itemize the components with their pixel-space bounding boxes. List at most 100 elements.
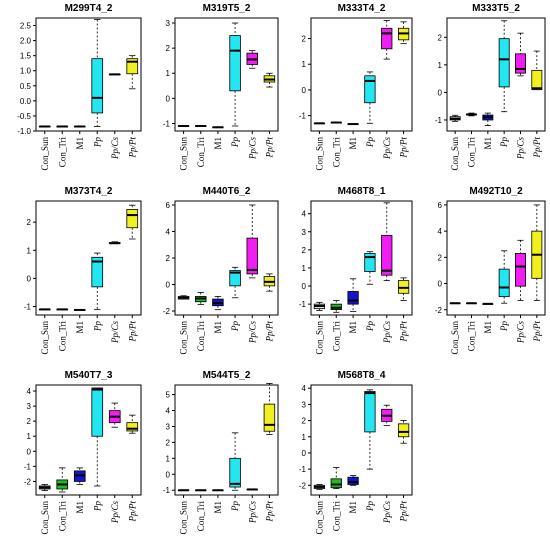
- x-tick-label: Con_Tri: [196, 137, 206, 168]
- panel-title: M540T7_3: [65, 370, 113, 381]
- iqr-box: [91, 58, 104, 114]
- x-tick-label: Pp: [365, 501, 375, 512]
- x-tick-label: Con_Tri: [331, 501, 341, 532]
- y-tick-label: 2.5: [20, 22, 32, 31]
- panel-title: M568T8_4: [338, 370, 386, 381]
- box-M1: [212, 489, 224, 492]
- y-tick-label: 1.0: [20, 67, 32, 76]
- panel-M333T4_2: M333T4_2 -1 0 1 2 Con_Sun Con_Tri M1 Pp Pp/Cs Pp/P…: [299, 3, 413, 171]
- y-tick-label: 0: [438, 88, 443, 97]
- x-tick-label: Pp/Pt: [399, 501, 409, 523]
- box-Pp: [91, 387, 104, 487]
- box-Pp/Cs: [108, 73, 121, 76]
- x-tick-label: Con_Sun: [450, 137, 460, 171]
- box-Con_Sun: [449, 302, 461, 305]
- x-tick-label: Pp/Cs: [110, 137, 120, 161]
- y-tick-label: 3: [166, 422, 171, 431]
- y-tick-label: 0: [302, 86, 307, 95]
- y-tick-label: -2: [299, 481, 307, 490]
- x-tick-label: Pp/Cs: [247, 321, 257, 345]
- panel-M319T5_2: M319T5_2 -1 0 1 2 3 Con_Sun Con_Tri M1 Pp Pp/Cs Pp/…: [163, 3, 279, 171]
- plot-frame: [310, 384, 413, 496]
- y-tick-label: 5: [166, 391, 171, 400]
- x-tick-label: Pp: [92, 137, 102, 148]
- iqr-box: [531, 69, 543, 91]
- x-tick-label: Con_Sun: [179, 501, 189, 535]
- box-Pp: [229, 22, 241, 127]
- y-tick-label: 2: [438, 33, 443, 42]
- box-Pp/Pt: [531, 204, 543, 301]
- box-Pp: [498, 20, 510, 113]
- iqr-box: [91, 256, 104, 288]
- panel-M568T8_4: M568T8_4 -2 -1 0 1 2 3 4 Con_Sun Con_Tri M1 Pp Pp/Cs…: [299, 370, 413, 535]
- iqr-box: [126, 58, 139, 75]
- y-tick-label: 0: [27, 274, 32, 283]
- x-tick-label: Pp/Pt: [399, 321, 409, 343]
- x-tick-label: Pp/Cs: [382, 501, 392, 525]
- panel-M492T10_2: M492T10_2 -2 0 2 4 6 Con_Sun Con_Tri M1 Pp Pp/Cs Pp…: [435, 186, 546, 355]
- y-tick-label: 1.5: [20, 52, 32, 61]
- plot-frame: [446, 17, 546, 132]
- box-Pp/Cs: [515, 32, 526, 77]
- box-Con_Tri: [195, 124, 207, 127]
- y-tick-label: 0: [166, 470, 171, 479]
- x-tick-label: Con_Tri: [57, 501, 67, 532]
- x-tick-label: Con_Sun: [314, 321, 324, 355]
- box-M1: [212, 126, 224, 129]
- x-tick-label: Pp: [92, 501, 102, 512]
- iqr-box: [229, 457, 241, 488]
- panel-M333T5_2: M333T5_2 -1 0 1 2 Con_Sun Con_Tri M1 Pp Pp/Cs Pp/P…: [435, 3, 546, 171]
- y-tick-label: 3: [166, 19, 171, 28]
- box-M1: [347, 278, 359, 312]
- x-tick-label: Pp/Cs: [110, 321, 120, 345]
- plot-frame: [446, 200, 546, 316]
- y-tick-label: 1: [438, 61, 443, 70]
- box-Pp: [91, 19, 104, 127]
- y-tick-label: -2: [163, 307, 171, 316]
- x-tick-label: Con_Sun: [314, 501, 324, 535]
- panel-M468T8_1: M468T8_1 -1 0 1 2 3 4 Con_Sun Con_Tri M1 Pp Pp/Cs Pp…: [299, 186, 413, 355]
- box-Con_Tri: [330, 121, 342, 124]
- x-tick-label: Pp/Pt: [127, 137, 137, 159]
- y-tick-label: -1: [299, 465, 307, 474]
- box-Con_Sun: [313, 484, 326, 490]
- y-tick-label: 4: [166, 227, 171, 236]
- x-tick-label: Pp/Pt: [399, 137, 409, 159]
- x-tick-label: Pp: [365, 137, 375, 148]
- box-Con_Tri: [466, 302, 477, 305]
- panel-title: M333T4_2: [338, 3, 386, 14]
- y-tick-label: 2: [27, 218, 32, 227]
- box-Con_Sun: [38, 125, 51, 128]
- panel-M544T5_2: M544T5_2 -1 0 1 2 3 4 5 Con_Sun Con_Tri M1 Pp Pp/Cs P…: [163, 370, 279, 535]
- x-tick-label: M1: [348, 321, 358, 334]
- x-tick-label: Pp: [499, 321, 509, 332]
- y-tick-label: 0: [166, 94, 171, 103]
- plot-frame: [310, 200, 413, 316]
- y-tick-label: 3: [302, 400, 307, 409]
- box-Pp/Pt: [263, 383, 276, 435]
- y-tick-label: 1: [302, 264, 307, 273]
- iqr-box: [397, 423, 410, 438]
- y-tick-label: -2: [435, 306, 443, 315]
- x-tick-label: M1: [348, 501, 358, 514]
- panel-title: M299T4_2: [65, 3, 113, 14]
- y-tick-label: -1.0: [17, 127, 31, 136]
- y-tick-label: 2: [166, 438, 171, 447]
- box-Pp/Pt: [263, 72, 276, 88]
- x-tick-label: Pp/Pt: [264, 137, 274, 159]
- x-tick-label: Con_Tri: [57, 321, 67, 352]
- x-tick-label: Pp/Cs: [247, 137, 257, 161]
- box-Pp/Pt: [126, 204, 139, 240]
- iqr-box: [347, 291, 359, 305]
- x-tick-label: Pp: [365, 321, 375, 332]
- box-Pp: [364, 389, 376, 470]
- y-tick-label: 1: [27, 246, 32, 255]
- panel-title: M319T5_2: [203, 3, 251, 14]
- box-Pp/Cs: [381, 404, 393, 426]
- y-tick-label: 0: [27, 447, 32, 456]
- x-tick-label: Con_Sun: [179, 137, 189, 171]
- y-tick-label: 4: [302, 384, 307, 393]
- iqr-box: [229, 35, 241, 92]
- box-M1: [73, 467, 86, 485]
- iqr-box: [229, 270, 241, 287]
